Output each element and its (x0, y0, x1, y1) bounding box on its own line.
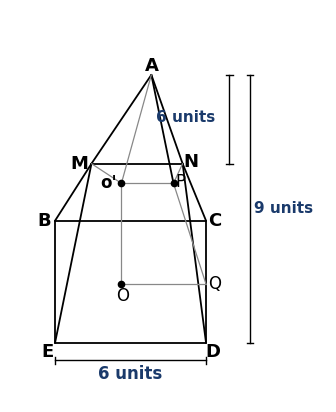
Text: o': o' (100, 174, 117, 192)
Text: Q: Q (208, 275, 221, 293)
Text: B: B (37, 212, 51, 230)
Text: C: C (208, 212, 221, 230)
Text: 9 units: 9 units (254, 201, 313, 215)
Text: 6 units: 6 units (156, 110, 215, 125)
Text: D: D (206, 344, 221, 361)
Text: A: A (144, 57, 158, 75)
Text: P: P (176, 173, 186, 191)
Text: 6 units: 6 units (98, 365, 163, 383)
Text: O: O (116, 287, 129, 305)
Text: N: N (183, 153, 198, 171)
Text: E: E (42, 344, 54, 361)
Text: M: M (71, 154, 89, 173)
